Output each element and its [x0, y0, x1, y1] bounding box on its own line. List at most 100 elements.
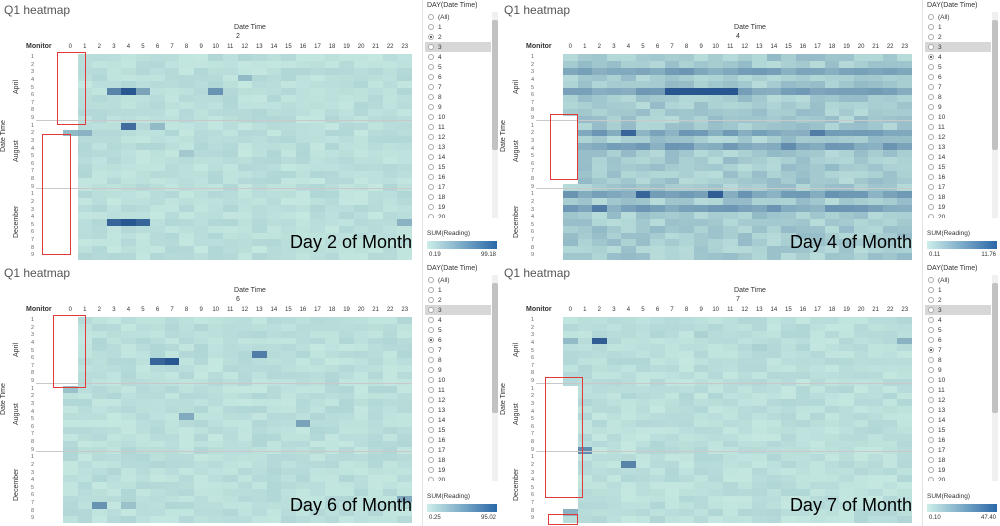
heatmap-cell[interactable]	[766, 468, 782, 476]
heatmap-cell[interactable]	[310, 454, 326, 462]
heatmap-cell[interactable]	[382, 253, 398, 261]
heatmap-cell[interactable]	[737, 468, 753, 476]
heatmap-cell[interactable]	[722, 74, 738, 82]
heatmap-cell[interactable]	[868, 74, 884, 82]
heatmap-cell[interactable]	[563, 129, 578, 137]
heatmap-cell[interactable]	[781, 246, 796, 254]
heatmap-cell[interactable]	[222, 191, 238, 199]
heatmap-cell[interactable]	[121, 337, 136, 345]
heatmap-cell[interactable]	[882, 253, 898, 261]
heatmap-cell[interactable]	[795, 413, 811, 421]
heatmap-cell[interactable]	[150, 205, 166, 213]
heatmap-cell[interactable]	[563, 440, 578, 448]
filter-option-7[interactable]: 7	[925, 345, 991, 355]
heatmap-cell[interactable]	[237, 67, 253, 75]
heatmap-cell[interactable]	[281, 225, 296, 233]
heatmap-cell[interactable]	[752, 232, 767, 240]
heatmap-cell[interactable]	[853, 122, 869, 130]
heatmap-cell[interactable]	[266, 481, 282, 489]
radio-icon[interactable]	[928, 154, 934, 160]
heatmap-cell[interactable]	[77, 163, 93, 172]
heatmap-cell[interactable]	[882, 170, 898, 178]
heatmap-cell[interactable]	[563, 150, 578, 158]
heatmap-cell[interactable]	[592, 516, 607, 524]
heatmap-cell[interactable]	[664, 136, 680, 144]
heatmap-cell[interactable]	[368, 95, 384, 103]
heatmap-cell[interactable]	[382, 239, 398, 247]
heatmap-cell[interactable]	[339, 163, 355, 172]
heatmap-cell[interactable]	[106, 488, 122, 496]
heatmap-cell[interactable]	[397, 239, 413, 247]
heatmap-cell[interactable]	[592, 177, 607, 185]
heatmap-cell[interactable]	[621, 433, 636, 441]
heatmap-cell[interactable]	[92, 399, 107, 407]
heatmap-cell[interactable]	[737, 129, 753, 137]
heatmap-cell[interactable]	[781, 136, 796, 144]
filter-option-8[interactable]: 8	[925, 355, 991, 365]
heatmap-cell[interactable]	[252, 385, 267, 393]
heatmap-cell[interactable]	[237, 129, 253, 137]
heatmap-cell[interactable]	[795, 461, 811, 469]
filter-option-18[interactable]: 18	[425, 192, 491, 202]
heatmap-cell[interactable]	[193, 253, 209, 261]
heatmap-cell[interactable]	[606, 461, 622, 469]
heatmap-cell[interactable]	[339, 365, 355, 373]
heatmap-cell[interactable]	[353, 344, 369, 352]
heatmap-cell[interactable]	[781, 198, 796, 206]
heatmap-cell[interactable]	[106, 399, 122, 407]
heatmap-cell[interactable]	[737, 246, 753, 254]
heatmap-cell[interactable]	[679, 136, 695, 144]
heatmap-cell[interactable]	[606, 358, 622, 366]
heatmap-cell[interactable]	[281, 323, 296, 332]
heatmap-cell[interactable]	[164, 108, 180, 117]
heatmap-cell[interactable]	[252, 440, 267, 448]
heatmap-cell[interactable]	[882, 143, 898, 151]
heatmap-cell[interactable]	[295, 136, 311, 144]
heatmap-cell[interactable]	[693, 385, 709, 393]
heatmap-cell[interactable]	[281, 351, 296, 359]
heatmap-cell[interactable]	[150, 420, 166, 428]
heatmap-cell[interactable]	[635, 317, 651, 325]
heatmap-cell[interactable]	[766, 95, 782, 103]
heatmap-cell[interactable]	[295, 454, 311, 462]
heatmap-cell[interactable]	[382, 246, 398, 254]
heatmap-cell[interactable]	[382, 474, 398, 483]
heatmap-cell[interactable]	[208, 358, 224, 366]
heatmap-cell[interactable]	[135, 330, 151, 338]
heatmap-cell[interactable]	[621, 95, 636, 103]
heatmap-cell[interactable]	[324, 509, 340, 517]
heatmap-cell[interactable]	[839, 74, 855, 82]
heatmap-cell[interactable]	[577, 108, 593, 117]
heatmap-cell[interactable]	[339, 413, 355, 421]
heatmap-cell[interactable]	[766, 60, 782, 69]
heatmap-cell[interactable]	[208, 406, 224, 414]
heatmap-cell[interactable]	[868, 358, 884, 366]
heatmap-cell[interactable]	[266, 54, 282, 62]
heatmap-cell[interactable]	[208, 95, 224, 103]
heatmap-cell[interactable]	[563, 239, 578, 247]
heatmap-cell[interactable]	[606, 232, 622, 240]
heatmap-cell[interactable]	[266, 81, 282, 89]
heatmap-cell[interactable]	[135, 481, 151, 489]
heatmap-cell[interactable]	[222, 358, 238, 366]
heatmap-cell[interactable]	[752, 54, 767, 62]
heatmap-cell[interactable]	[77, 413, 93, 421]
heatmap-cell[interactable]	[693, 198, 709, 206]
heatmap-cell[interactable]	[222, 253, 238, 261]
heatmap-cell[interactable]	[295, 218, 311, 226]
heatmap-cell[interactable]	[679, 509, 695, 517]
heatmap-cell[interactable]	[208, 191, 224, 199]
heatmap-cell[interactable]	[722, 317, 738, 325]
heatmap-cell[interactable]	[897, 88, 913, 96]
heatmap-cell[interactable]	[179, 102, 195, 110]
heatmap-cell[interactable]	[693, 108, 709, 117]
heatmap-cell[interactable]	[63, 108, 78, 117]
heatmap-cell[interactable]	[650, 344, 666, 352]
heatmap-cell[interactable]	[324, 163, 340, 172]
heatmap-cell[interactable]	[281, 413, 296, 421]
heatmap-cell[interactable]	[310, 378, 326, 386]
heatmap-cell[interactable]	[208, 468, 224, 476]
heatmap-cell[interactable]	[222, 218, 238, 226]
heatmap-cell[interactable]	[368, 351, 384, 359]
heatmap-cell[interactable]	[222, 351, 238, 359]
